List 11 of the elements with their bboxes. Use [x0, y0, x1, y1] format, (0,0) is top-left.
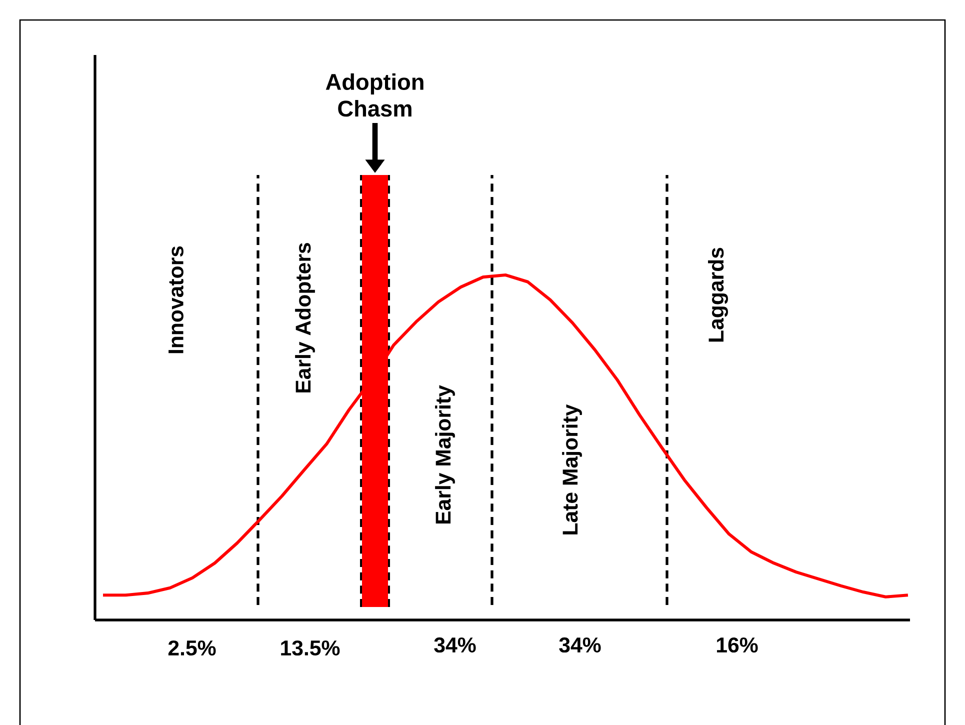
text: 13.5% [281, 640, 340, 656]
text: 2.5% [168, 640, 216, 656]
annotation: Late Majority [562, 404, 582, 534]
text: 16% [716, 637, 758, 653]
text: 34% [434, 637, 476, 653]
annotation: Laggards [708, 248, 728, 342]
annotation: Early Majority [435, 385, 455, 524]
annotation: Early Adopters [295, 243, 315, 392]
text: 34% [559, 637, 601, 653]
text: Adoption Chasm [326, 73, 424, 117]
annotation: Innovators [168, 246, 184, 354]
